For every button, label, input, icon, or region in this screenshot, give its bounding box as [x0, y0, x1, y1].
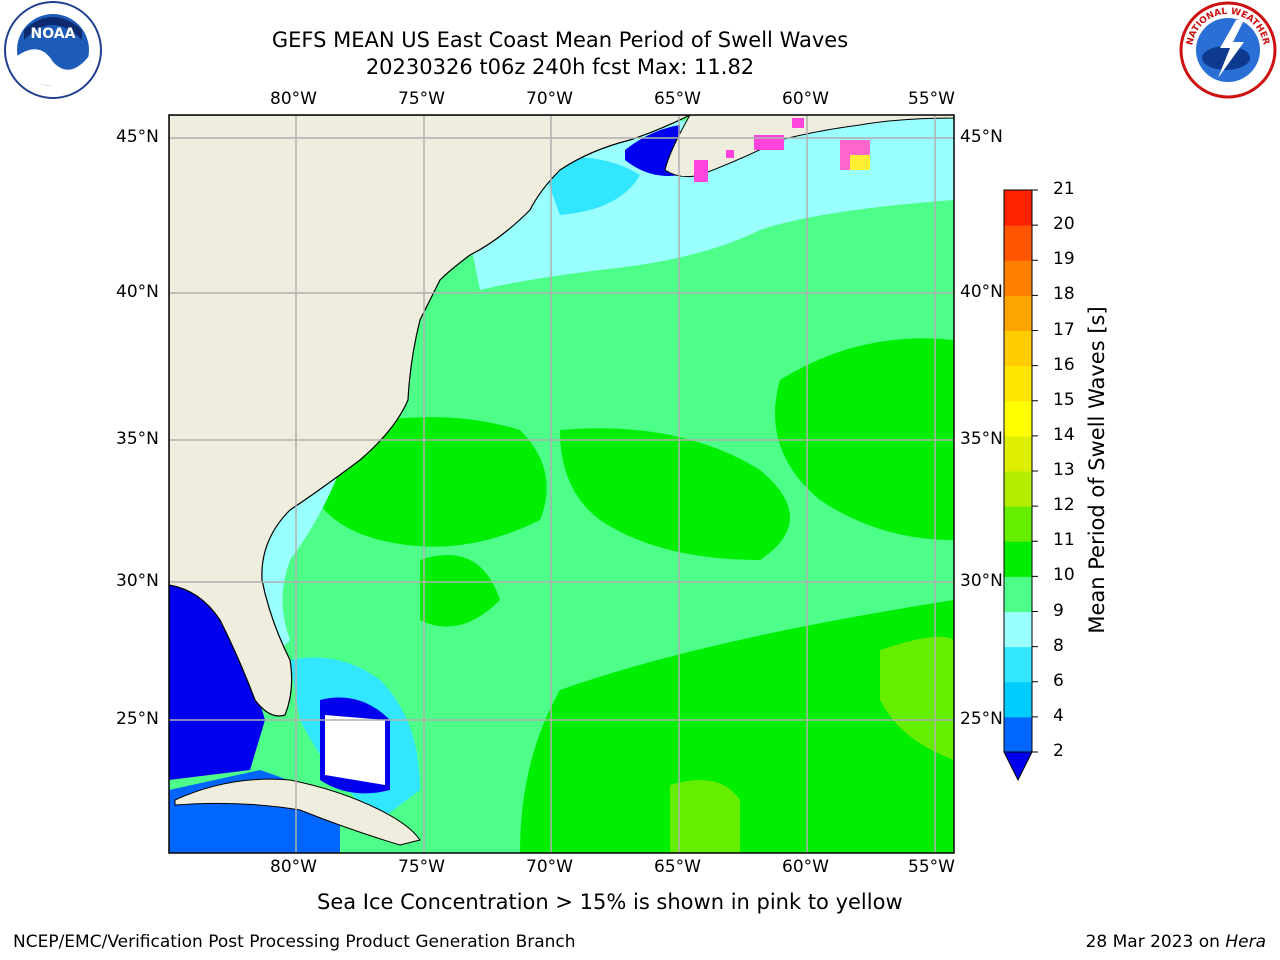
- colorbar-tick-label: 13: [1053, 460, 1075, 480]
- lat-label-right: 35°N: [960, 429, 1003, 449]
- sea-ice-patch: [792, 118, 804, 128]
- period-region-10-11: [560, 428, 790, 560]
- period-region-6-8: [540, 157, 640, 215]
- cuba-landmass: [174, 778, 421, 846]
- lon-label-bottom: 70°W: [526, 857, 573, 877]
- colorbar-tick-label: 4: [1053, 705, 1064, 726]
- colorbar-segment: [1004, 330, 1032, 367]
- colorbar-segment: [1004, 225, 1032, 261]
- noaa-logo-icon: NOAA: [4, 1, 102, 99]
- colorbar-segment: [1004, 611, 1032, 648]
- lon-label-top: 60°W: [782, 89, 829, 109]
- colorbar-segment: [1004, 646, 1032, 683]
- period-region-11-12: [670, 780, 740, 853]
- colorbar-segment: [1004, 716, 1032, 753]
- colorbar-tick-label: 14: [1053, 424, 1075, 445]
- colorbar-tick-label: 12: [1053, 495, 1075, 516]
- bahamas-banks: [325, 715, 385, 785]
- map-gridlines: [169, 115, 954, 853]
- colorbar-tick-label: 9: [1053, 600, 1064, 621]
- colorbar-tick-label: 20: [1053, 214, 1075, 235]
- lat-label-left: 35°N: [116, 429, 159, 449]
- lon-label-top: 65°W: [654, 89, 701, 109]
- lon-label-bottom: 75°W: [398, 857, 445, 877]
- lon-label-top: 55°W: [908, 89, 955, 109]
- colorbar-tick-label: 17: [1053, 319, 1075, 340]
- colorbar-segment: [1004, 506, 1032, 542]
- lon-label-bottom: 60°W: [782, 857, 829, 877]
- colorbar-tick-label: 18: [1053, 284, 1075, 305]
- sea-ice-patch: [726, 150, 734, 158]
- lon-label-bottom: 80°W: [270, 857, 317, 877]
- period-region-10-11: [520, 600, 954, 853]
- lat-label-right: 45°N: [960, 127, 1003, 147]
- colorbar-tick-label: 10: [1053, 565, 1075, 586]
- sea-ice-patch: [850, 155, 870, 170]
- map-frame: [168, 114, 955, 854]
- plot-subtitle-forecast: 20230326 t06z 240h fcst Max: 11.82: [365, 55, 755, 79]
- nws-logo-icon: NATIONAL WEATHER SERVICE: [1178, 0, 1277, 99]
- colorbar-segment: [1004, 576, 1032, 612]
- lat-label-right: 30°N: [960, 571, 1003, 591]
- lat-label-left: 40°N: [116, 282, 159, 302]
- colorbar-segment: [1004, 681, 1032, 718]
- period-region-10-11: [420, 555, 500, 627]
- svg-text:NOAA: NOAA: [31, 26, 76, 42]
- colorbar-tick-label: 2: [1053, 741, 1064, 761]
- colorbar-title: Mean Period of Swell Waves [s]: [1085, 306, 1109, 634]
- colorbar-tick-label: 19: [1053, 249, 1075, 270]
- lat-label-left: 30°N: [116, 571, 159, 591]
- colorbar-segment: [1004, 471, 1032, 507]
- colorbar-segment: [1004, 400, 1032, 437]
- gulf-region-under-2: [169, 580, 265, 780]
- lon-label-top: 75°W: [398, 89, 445, 109]
- lat-label-right: 40°N: [960, 282, 1003, 302]
- sea-ice-patch: [694, 160, 708, 182]
- colorbar-tick-label: 16: [1053, 354, 1075, 375]
- lat-label-left: 45°N: [116, 127, 159, 147]
- plot-title: GEFS MEAN US East Coast Mean Period of S…: [271, 28, 849, 52]
- footer-date: 28 Mar 2023 on Hera: [1085, 932, 1266, 952]
- colorbar-segment: [1004, 260, 1032, 296]
- colorbar-under-arrow: [1003, 751, 1033, 782]
- lon-label-bottom: 65°W: [654, 857, 701, 877]
- lat-label-right: 25°N: [960, 709, 1003, 729]
- colorbar-tick-label: 11: [1053, 530, 1075, 551]
- colorbar-segment: [1004, 435, 1032, 472]
- footer-branch: NCEP/EMC/Verification Post Processing Pr…: [13, 932, 576, 952]
- lon-label-top: 70°W: [526, 89, 573, 109]
- colorbar-segment: [1004, 541, 1032, 577]
- colorbar: [1003, 189, 1038, 782]
- colorbar-tick-label: 8: [1053, 635, 1064, 656]
- colorbar-segment: [1004, 365, 1032, 402]
- colorbar-segment: [1004, 295, 1032, 331]
- colorbar-segment: [1004, 190, 1032, 226]
- colorbar-tick-label: 15: [1053, 389, 1075, 410]
- lat-label-left: 25°N: [116, 709, 159, 729]
- lon-label-top: 80°W: [270, 89, 317, 109]
- lon-label-bottom: 55°W: [908, 857, 955, 877]
- sea-ice-note: Sea Ice Concentration > 15% is shown in …: [317, 890, 903, 914]
- colorbar-tick-label: 6: [1053, 670, 1064, 691]
- colorbar-tick-label: 21: [1053, 179, 1075, 199]
- period-region-10-11: [775, 338, 954, 540]
